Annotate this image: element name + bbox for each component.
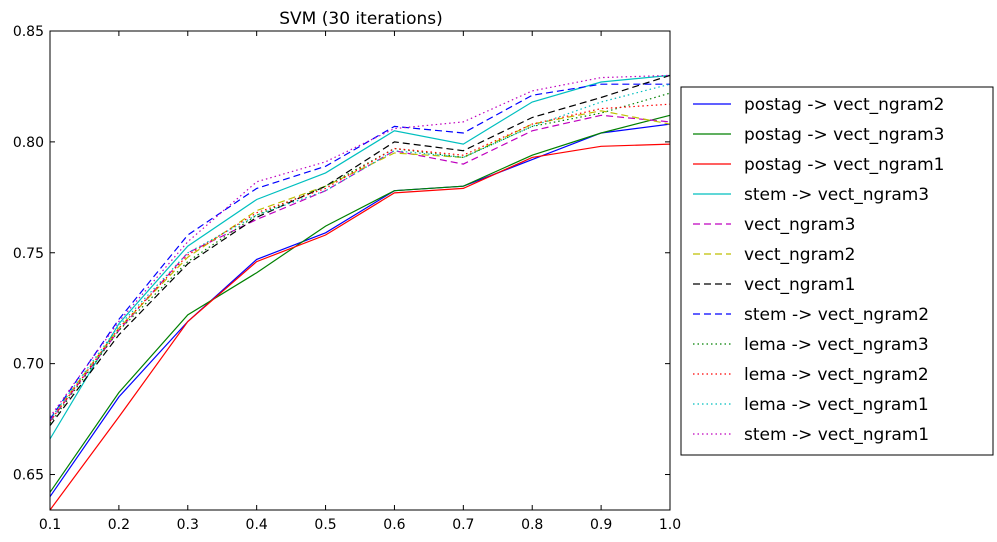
series-line-11 xyxy=(49,83,671,420)
legend-label-7: vect_ngram1 xyxy=(744,275,855,295)
series-line-3 xyxy=(49,143,671,511)
legend-label-11: lema -> vect_ngram1 xyxy=(744,395,929,415)
series-line-12 xyxy=(49,74,671,418)
x-tick-label: 1.0 xyxy=(659,517,681,533)
plot-lines xyxy=(49,74,671,511)
y-tick-label: 0.80 xyxy=(13,135,44,151)
chart-title: SVM (30 iterations) xyxy=(279,9,442,29)
legend-label-12: stem -> vect_ngram1 xyxy=(744,425,929,445)
series-line-10 xyxy=(49,103,671,422)
legend-box xyxy=(680,86,994,456)
x-tick-label: 0.9 xyxy=(590,517,612,533)
legend-label-2: postag -> vect_ngram3 xyxy=(744,125,945,145)
legend-label-6: vect_ngram2 xyxy=(744,245,855,265)
series-line-2 xyxy=(49,114,671,493)
y-tick-label: 0.70 xyxy=(13,357,44,373)
x-tick-label: 0.4 xyxy=(246,517,268,533)
y-tick-label: 0.85 xyxy=(13,24,44,40)
legend-label-1: postag -> vect_ngram2 xyxy=(744,95,945,115)
x-tick-label: 0.6 xyxy=(383,517,405,533)
y-axis: 0.65 0.70 0.75 0.80 0.85 xyxy=(13,24,670,484)
x-tick-label: 0.8 xyxy=(521,517,543,533)
series-line-1 xyxy=(49,123,671,498)
series-line-7 xyxy=(49,74,671,427)
series-line-9 xyxy=(49,92,671,424)
legend-label-10: lema -> vect_ngram2 xyxy=(744,365,929,385)
legend-label-4: stem -> vect_ngram3 xyxy=(744,185,929,205)
x-tick-label: 0.3 xyxy=(177,517,199,533)
y-tick-label: 0.65 xyxy=(13,468,44,484)
legend-label-3: postag -> vect_ngram1 xyxy=(744,155,945,175)
legend-label-5: vect_ngram3 xyxy=(744,215,855,235)
x-tick-label: 0.7 xyxy=(452,517,474,533)
y-tick-label: 0.75 xyxy=(13,246,44,262)
plot-area xyxy=(49,30,671,511)
x-tick-label: 0.2 xyxy=(108,517,130,533)
series-line-6 xyxy=(49,110,671,420)
legend-label-9: lema -> vect_ngram3 xyxy=(744,335,929,355)
series-line-8 xyxy=(49,83,670,420)
x-tick-label: 0.5 xyxy=(314,517,336,533)
legend-label-8: stem -> vect_ngram2 xyxy=(744,305,929,325)
series-line-5 xyxy=(49,114,671,422)
x-axis: 0.1 0.2 0.3 0.4 0.5 0.6 0.7 0.8 0.9 1.0 xyxy=(39,31,681,533)
x-tick-label: 0.1 xyxy=(39,517,61,533)
series-line-4 xyxy=(49,74,671,440)
